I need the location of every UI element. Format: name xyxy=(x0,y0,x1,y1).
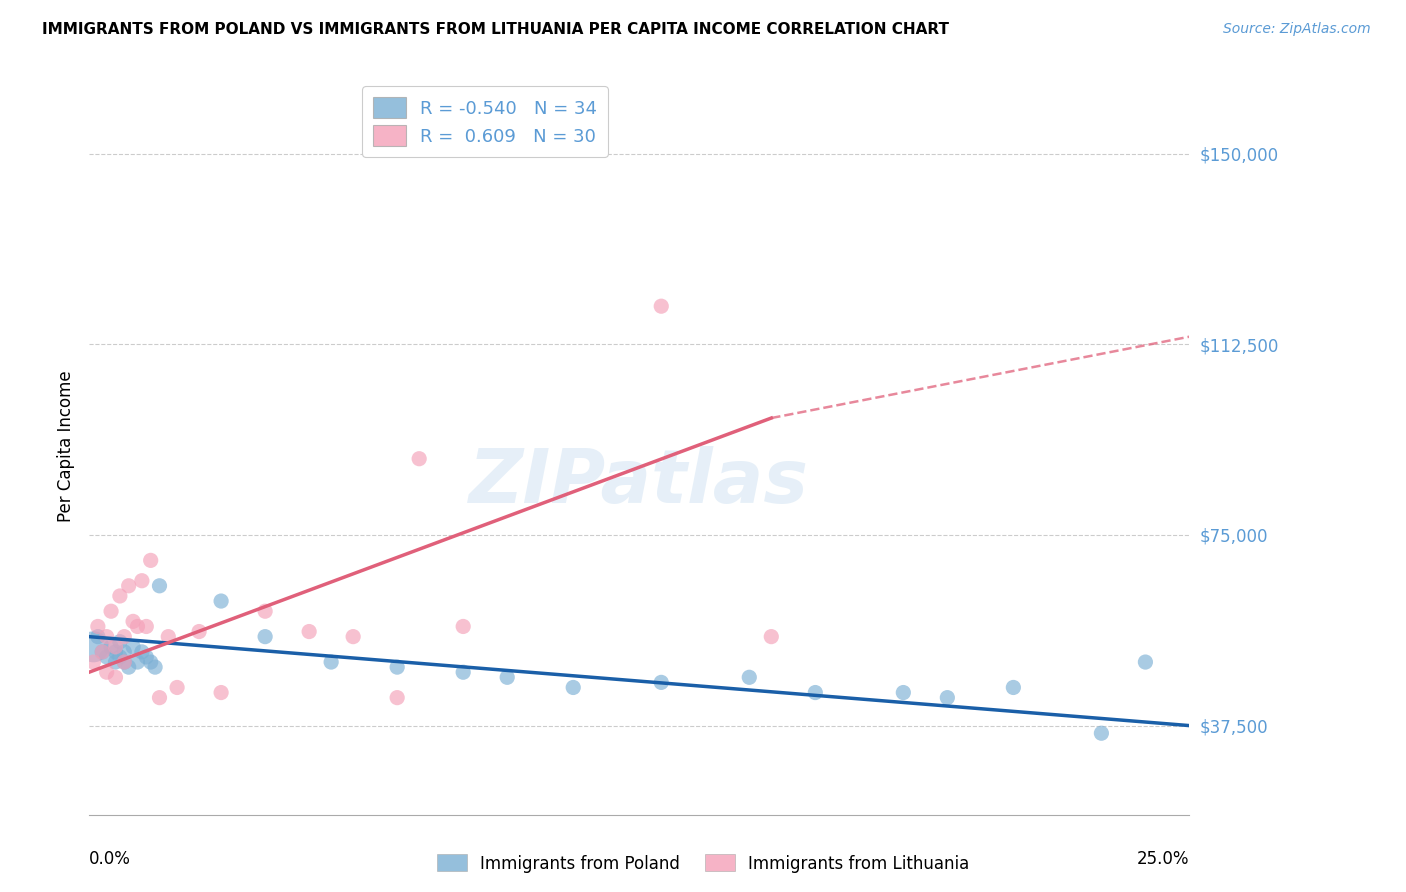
Point xyxy=(91,645,114,659)
Point xyxy=(148,690,170,705)
Point xyxy=(87,619,110,633)
Point xyxy=(127,619,149,633)
Point xyxy=(122,615,145,629)
Point xyxy=(108,634,131,648)
Text: ZIPatlas: ZIPatlas xyxy=(470,446,810,519)
Point xyxy=(112,655,135,669)
Point xyxy=(1002,681,1025,695)
Point xyxy=(385,690,408,705)
Point xyxy=(96,630,118,644)
Point xyxy=(100,604,122,618)
Point xyxy=(1090,726,1112,740)
Point xyxy=(936,690,959,705)
Point xyxy=(135,650,157,665)
Point xyxy=(738,670,761,684)
Text: Source: ZipAtlas.com: Source: ZipAtlas.com xyxy=(1223,22,1371,37)
Point xyxy=(112,645,135,659)
Point xyxy=(104,640,127,654)
Text: 0.0%: 0.0% xyxy=(89,850,131,868)
Point xyxy=(108,589,131,603)
Point xyxy=(496,670,519,684)
Point xyxy=(451,665,474,680)
Point xyxy=(166,681,188,695)
Point xyxy=(650,299,672,313)
Point xyxy=(321,655,343,669)
Point xyxy=(209,594,232,608)
Point xyxy=(298,624,321,639)
Point xyxy=(139,655,162,669)
Point xyxy=(118,660,141,674)
Point xyxy=(209,685,232,699)
Point xyxy=(254,604,277,618)
Point xyxy=(135,619,157,633)
Y-axis label: Per Capita Income: Per Capita Income xyxy=(58,370,75,522)
Point xyxy=(891,685,914,699)
Point xyxy=(108,650,131,665)
Point xyxy=(148,579,170,593)
Text: IMMIGRANTS FROM POLAND VS IMMIGRANTS FROM LITHUANIA PER CAPITA INCOME CORRELATIO: IMMIGRANTS FROM POLAND VS IMMIGRANTS FRO… xyxy=(42,22,949,37)
Point xyxy=(1135,655,1157,669)
Point xyxy=(91,645,114,659)
Legend: R = -0.540   N = 34, R =  0.609   N = 30: R = -0.540 N = 34, R = 0.609 N = 30 xyxy=(363,87,607,157)
Point xyxy=(122,640,145,654)
Point xyxy=(104,645,127,659)
Point xyxy=(131,645,153,659)
Point xyxy=(82,655,104,669)
Point xyxy=(82,640,104,654)
Point xyxy=(96,650,118,665)
Point xyxy=(112,630,135,644)
Point xyxy=(131,574,153,588)
Point xyxy=(143,660,166,674)
Point xyxy=(112,655,135,669)
Point xyxy=(254,630,277,644)
Point xyxy=(87,630,110,644)
Point xyxy=(650,675,672,690)
Point xyxy=(804,685,827,699)
Point xyxy=(104,655,127,669)
Text: 25.0%: 25.0% xyxy=(1137,850,1189,868)
Point xyxy=(127,655,149,669)
Legend: Immigrants from Poland, Immigrants from Lithuania: Immigrants from Poland, Immigrants from … xyxy=(430,847,976,880)
Point xyxy=(451,619,474,633)
Point xyxy=(761,630,783,644)
Point xyxy=(100,640,122,654)
Point xyxy=(342,630,364,644)
Point xyxy=(96,665,118,680)
Point xyxy=(188,624,211,639)
Point xyxy=(408,451,430,466)
Point xyxy=(118,579,141,593)
Point xyxy=(385,660,408,674)
Point xyxy=(139,553,162,567)
Point xyxy=(157,630,180,644)
Point xyxy=(104,670,127,684)
Point xyxy=(562,681,585,695)
